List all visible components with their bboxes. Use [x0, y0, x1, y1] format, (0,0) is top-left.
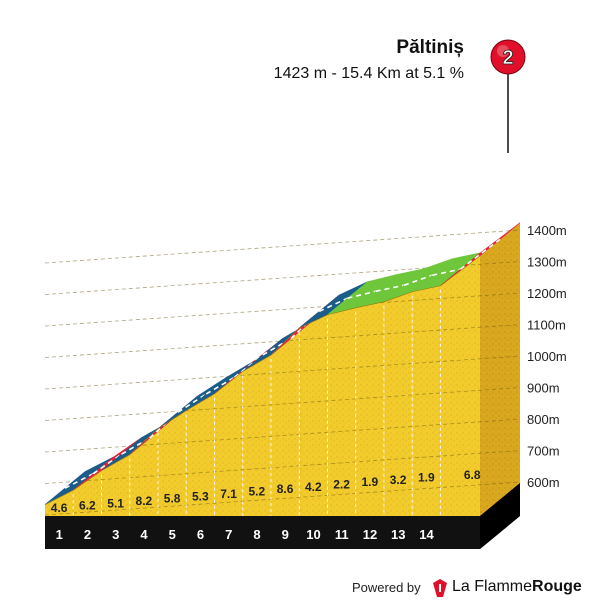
gradient-label: 5.1 [107, 496, 124, 510]
category-badge-group: 2 [490, 39, 526, 153]
road-centre-line [347, 290, 376, 299]
gradient-label: 1.9 [361, 475, 378, 489]
elevation-gridline [44, 261, 521, 295]
km-tick-label: 7 [225, 527, 232, 542]
road-centre-line [92, 453, 122, 475]
elevation-axis: 600m 700m 800m 900m 1000m 1100m 1200m 1300m 1400… [527, 223, 567, 490]
profile-front-edge [44, 255, 481, 505]
elevation-tick-label: 600m [527, 475, 560, 490]
elevation-tick-label: 1100m [527, 318, 566, 333]
road-centre-line [205, 376, 235, 395]
end-distance-label: 15.4 [530, 493, 556, 508]
km-tick-label: 5 [169, 527, 176, 542]
gradient-label: 5.2 [249, 485, 266, 499]
elevation-gridline [44, 387, 521, 421]
elevation-tick-label: 1000m [527, 349, 567, 364]
km-tick-label: 8 [253, 527, 260, 542]
elevation-tick-label: 1300m [527, 255, 567, 270]
gradient-label: 3.2 [390, 473, 407, 487]
gradient-label: 4.2 [305, 480, 322, 494]
gradient-label: 8.6 [277, 482, 294, 496]
elevation-tick-label: 1200m [527, 286, 567, 301]
brand-name-part2: Rouge [532, 578, 582, 595]
profile-base-band [45, 483, 520, 549]
gradient-label: 1.9 [418, 470, 435, 484]
road-centre-line [403, 274, 433, 287]
km-tick-label: 1 [56, 527, 63, 542]
profile-top-surface [44, 222, 521, 505]
gradient-label: 2.2 [333, 478, 350, 492]
base-band-side [480, 483, 520, 549]
gradient-label: 6.8 [464, 468, 481, 482]
elevation-tick-label: 700m [527, 444, 560, 459]
road-centre-line [432, 268, 461, 277]
badge-highlight [497, 45, 509, 57]
km-tick-label: 9 [282, 527, 289, 542]
km-tick-label: 4 [140, 527, 148, 542]
road-centre-line [177, 393, 207, 413]
elevation-tick-label: 1400m [527, 223, 567, 238]
km-tick-label: 14 [419, 527, 434, 542]
gradient-label: 5.8 [164, 492, 181, 506]
elevation-gridline [44, 292, 521, 327]
km-tick-label: 3 [112, 527, 119, 542]
km-tick-label: 6 [197, 527, 204, 542]
flame-logo-icon [433, 579, 447, 597]
elevation-gridline [44, 355, 521, 390]
climb-title: Păltiniș [396, 37, 464, 58]
gradient-label: 7.1 [220, 487, 237, 501]
right-wall-face [480, 222, 520, 516]
base-band [45, 483, 520, 549]
km-tick-label: 10 [306, 527, 320, 542]
elevation-gridline [44, 450, 521, 484]
front-face-fill [45, 255, 480, 516]
gradient-labels: 4.6 6.2 5.1 8.2 5.8 5.3 7.1 5.2 8.6 4.2 2.2 1.9 3.2 1… [51, 468, 481, 515]
powered-by-text: Powered by [352, 580, 421, 595]
category-badge [490, 39, 526, 75]
gradient-label: 5.3 [192, 489, 209, 503]
road-centre-line [375, 284, 405, 293]
km-tick-label: 12 [363, 527, 377, 542]
gradient-label: 8.2 [136, 494, 153, 508]
category-badge-label: 2 [502, 47, 513, 69]
km-tick-label: 13 [391, 527, 405, 542]
elevation-gridline [44, 418, 521, 453]
profile-right-wall [480, 222, 520, 516]
elevation-tick-label: 800m [527, 412, 560, 427]
climb-stats: 1423 m - 15.4 Km at 5.1 % [273, 65, 464, 82]
brand-name: La FlammeRouge [452, 578, 582, 596]
brand-name-part1: La Flamme [452, 578, 533, 595]
km-tick-label: 11 [335, 527, 349, 542]
km-tick-label: 2 [84, 527, 91, 542]
elevation-tick-label: 900m [527, 381, 560, 396]
gradient-label: 4.6 [51, 501, 68, 515]
gradient-label: 6.2 [79, 499, 96, 513]
elevation-gridline [44, 229, 521, 264]
elevation-gridline [44, 481, 521, 516]
